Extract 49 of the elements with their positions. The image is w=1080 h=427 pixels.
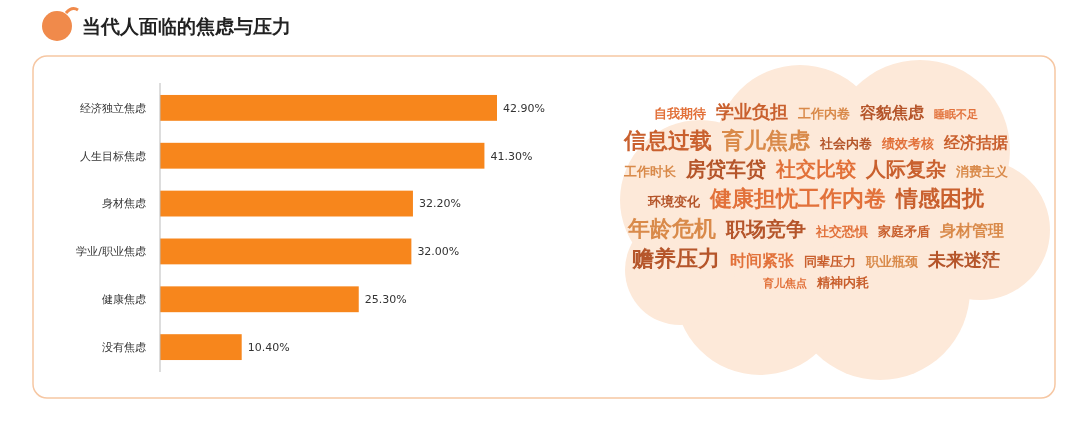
text: 育儿焦虑 xyxy=(721,128,811,153)
text: 容貌焦虑 xyxy=(859,103,925,122)
data-label: 41.30% xyxy=(490,149,533,163)
y-tick-label: 身材焦虑 xyxy=(102,197,146,211)
text: 绩效考核 xyxy=(881,136,934,151)
text: 社会内卷 xyxy=(819,136,872,151)
text: 年龄危机 xyxy=(627,216,716,241)
bar xyxy=(160,142,485,169)
data-label: 32.20% xyxy=(418,197,461,211)
text: 经济拮据 xyxy=(943,133,1008,152)
text: 同辈压力 xyxy=(804,254,856,269)
data-label: 10.40% xyxy=(247,340,290,354)
text: 家庭矛盾 xyxy=(877,224,930,239)
text: 社交比较 xyxy=(775,157,857,181)
text: 情感困扰 xyxy=(894,186,985,211)
data-label: 25.30% xyxy=(364,293,407,307)
bar xyxy=(160,286,359,313)
bar xyxy=(160,190,413,217)
text: 人际复杂 xyxy=(865,157,946,181)
text: 工作内卷 xyxy=(797,106,850,121)
text: 精神内耗 xyxy=(816,275,869,290)
text: 睡眠不足 xyxy=(934,108,978,121)
bar xyxy=(160,238,412,265)
data-label: 32.00% xyxy=(417,245,460,259)
text: 健康担忧工作内卷 xyxy=(709,186,886,211)
bar xyxy=(160,334,242,361)
y-tick-label: 没有焦虑 xyxy=(102,340,146,354)
text: 身材管理 xyxy=(939,221,1004,240)
y-tick-label: 经济独立焦虑 xyxy=(80,101,146,115)
text: 消费主义 xyxy=(955,164,1009,179)
text: 社交恐惧 xyxy=(815,224,868,239)
y-tick-label: 健康焦虑 xyxy=(102,293,146,307)
bar xyxy=(160,94,497,121)
text: 赡养压力 xyxy=(631,246,720,271)
text: 职业瓶颈 xyxy=(865,254,919,269)
text: 时间紧张 xyxy=(730,251,795,270)
text: 房贷车贷 xyxy=(685,157,766,181)
text: 学业负担 xyxy=(716,101,788,122)
text: 职场竞争 xyxy=(725,217,806,241)
text: 信息过载 xyxy=(623,128,712,153)
text: 工作时长 xyxy=(623,164,677,179)
chart-title: 当代人面临的焦虑与压力 xyxy=(82,15,291,37)
text: 自我期待 xyxy=(654,106,706,121)
y-tick-label: 学业/职业焦虑 xyxy=(76,245,146,259)
text: 环境变化 xyxy=(647,194,701,209)
text: 育儿焦点 xyxy=(762,277,807,290)
y-tick-label: 人生目标焦虑 xyxy=(80,149,146,163)
text: 未来迷茫 xyxy=(927,249,1000,270)
data-label: 42.90% xyxy=(503,101,545,115)
